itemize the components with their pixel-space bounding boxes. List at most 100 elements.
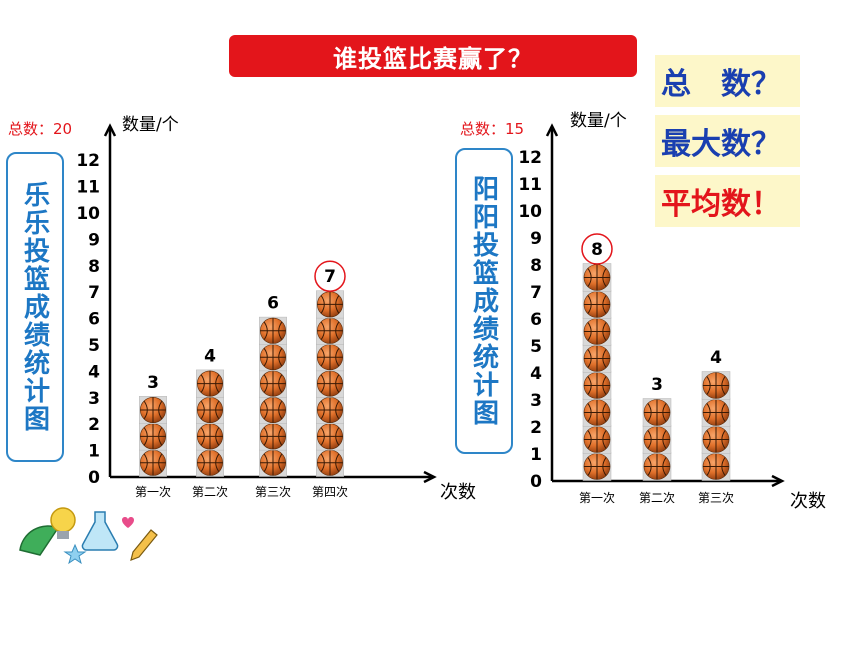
chart1-ball-curve — [320, 321, 340, 340]
chart1-ball-seam — [197, 370, 223, 397]
chart2-x-axis-label: 次数 — [790, 491, 826, 512]
chart2-ball-seam — [644, 453, 670, 480]
chart2-y-tick-label: 6 — [530, 310, 542, 330]
chart1-ball-seam — [140, 450, 166, 476]
chart2-ball-curve — [647, 430, 667, 449]
chart2-value-label: 3 — [651, 375, 663, 395]
chart1-value-label: 7 — [324, 267, 336, 287]
chart1-y-tick-label: 11 — [76, 178, 100, 198]
chart1-ball-seam — [317, 344, 343, 370]
protractor-icon — [19, 525, 60, 556]
chart2-ball-seam — [584, 426, 610, 453]
chart2-ball-seam — [703, 372, 729, 399]
chart1-ball-seam — [260, 344, 286, 370]
chart2-ball-seam — [584, 345, 610, 372]
chart1-y-tick-label: 3 — [88, 389, 100, 409]
chart1-total: 总数：20 — [8, 120, 73, 138]
chart1-ball-seam — [197, 423, 223, 450]
chart2-title: 阳阳投篮成绩统计图 — [455, 148, 513, 454]
chart2-y-arrow — [545, 123, 559, 137]
chart1-value-label: 6 — [267, 294, 279, 314]
chart1-ball-seam — [260, 450, 286, 476]
chart2-ball-curve — [706, 457, 726, 476]
chart1-ball-seam — [140, 423, 166, 450]
chart2-ball-seam — [584, 399, 610, 426]
chart1-ball-seam — [140, 397, 166, 423]
chart2-ball-curve — [587, 457, 607, 476]
chart1-bar — [139, 396, 167, 477]
chart1-ball-seam — [197, 397, 223, 423]
chart2-y-tick-label: 3 — [530, 391, 542, 411]
chart1-y-tick-label: 10 — [76, 204, 100, 224]
chart2-y-tick-label: 9 — [530, 229, 542, 249]
chart1-bar — [196, 369, 224, 477]
chart1-ball-seam — [260, 318, 286, 344]
banner-title: 谁投篮比赛赢了？ — [229, 35, 637, 77]
chart1-y-tick-label: 5 — [88, 336, 100, 356]
chart2-ball-seam — [584, 318, 610, 345]
chart1-x-axis-label: 次数 — [440, 482, 476, 503]
chart2-y-tick-label: 5 — [530, 337, 542, 357]
chart1-category-label: 第二次 — [192, 485, 228, 499]
chart1-y-tick-label: 1 — [88, 442, 100, 462]
chart2-y-tick-label: 1 — [530, 445, 542, 465]
lightbulb-icon — [50, 507, 76, 533]
chart2-ball-curve — [587, 403, 607, 422]
chart2-ball-curve — [587, 349, 607, 368]
chart1-ball-curve — [143, 427, 163, 446]
flask-icon — [81, 511, 119, 551]
chart2-bar — [701, 371, 731, 481]
chart2-ball-curve — [587, 268, 607, 287]
chart1-bar — [259, 316, 287, 477]
chart1-ball-seam — [317, 318, 343, 344]
chart2-category-label: 第三次 — [698, 491, 734, 505]
lightbulb-base-icon — [57, 531, 69, 539]
chart1-ball-seam — [317, 397, 343, 423]
chart1-value-label: 4 — [204, 346, 216, 366]
chart1-value-label: 3 — [147, 373, 159, 393]
chart1-category-label: 第一次 — [135, 485, 171, 499]
chart1-ball-curve — [263, 321, 283, 340]
chart2-category-label: 第二次 — [639, 491, 675, 505]
chart2-ball-seam — [703, 399, 729, 426]
chart1-ball-seam — [317, 423, 343, 450]
chart1-bar — [316, 290, 344, 477]
chart2-value-label: 8 — [591, 240, 603, 260]
chart2-y-tick-label: 11 — [518, 175, 542, 195]
chart1-ball-curve — [320, 295, 340, 314]
question-total: 总 数？ — [655, 55, 800, 107]
chart2-y-tick-label: 10 — [518, 202, 542, 222]
chart1-y-tick-label: 0 — [88, 468, 100, 488]
chart1-ball-seam — [260, 397, 286, 423]
chart1-y-tick-label: 12 — [76, 151, 100, 171]
chart1-title: 乐乐投篮成绩统计图 — [6, 152, 64, 462]
chart2-ball-seam — [644, 426, 670, 453]
chart2-ball-curve — [587, 376, 607, 395]
chart1-ball-curve — [200, 453, 220, 472]
chart2-bar — [582, 263, 612, 481]
chart2-ball-seam — [703, 453, 729, 480]
chart2-ball-seam — [644, 399, 670, 426]
pencil-icon — [130, 529, 158, 561]
chart1-y-arrow — [103, 123, 117, 137]
chart1-y-tick-label: 8 — [88, 257, 100, 277]
chart2-ball-curve — [647, 457, 667, 476]
chart1-ball-seam — [197, 450, 223, 476]
chart1-category-label: 第四次 — [312, 485, 348, 499]
chart2-y-tick-label: 0 — [530, 472, 542, 492]
chart1-ball-curve — [320, 348, 340, 367]
doodle-icons — [19, 507, 158, 565]
chart2-ball-curve — [587, 322, 607, 341]
chart1-category-label: 第三次 — [255, 485, 291, 499]
chart2-highlight-ring — [581, 233, 613, 265]
chart2-ball-curve — [706, 430, 726, 449]
star-icon — [63, 543, 87, 565]
chart1-ball-curve — [143, 453, 163, 472]
chart1-ball-curve — [263, 348, 283, 367]
chart2-y-tick-label: 12 — [518, 148, 542, 168]
chart1-ball-seam — [317, 450, 343, 476]
chart1-y-tick-label: 4 — [88, 362, 100, 382]
question-max: 最大数？ — [655, 115, 800, 167]
chart2-ball-curve — [647, 403, 667, 422]
